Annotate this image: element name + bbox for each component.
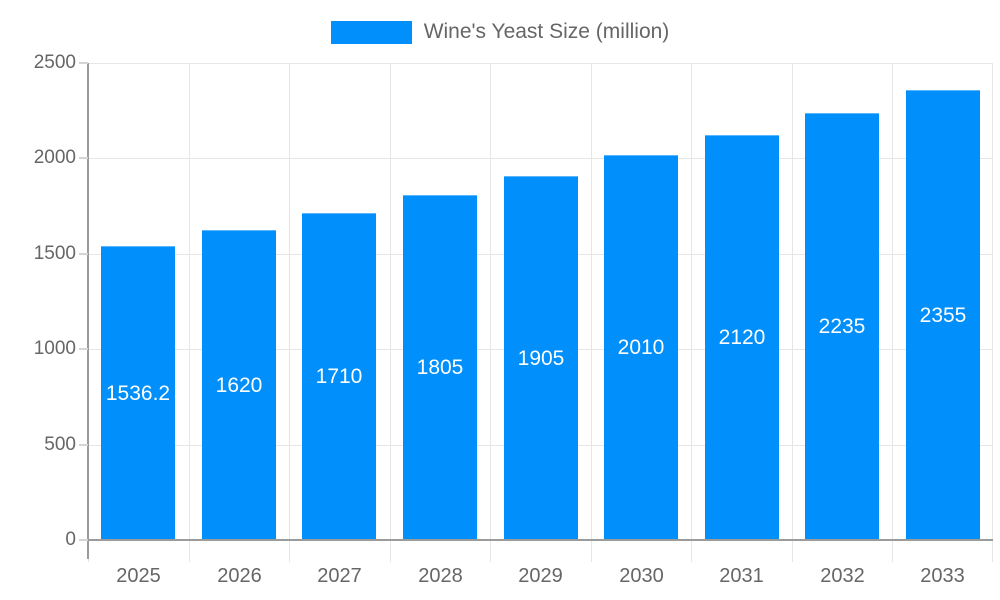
bar-value-label: 1905 xyxy=(517,347,565,370)
y-tick-mark xyxy=(79,62,88,64)
v-gridline xyxy=(289,63,290,562)
bar-2033: 2355 xyxy=(906,90,980,540)
v-gridline xyxy=(189,63,190,562)
v-gridline xyxy=(691,63,692,562)
y-tick-label: 2000 xyxy=(33,147,76,168)
bar-value-label: 1710 xyxy=(315,365,363,388)
bar-2027: 1710 xyxy=(302,213,376,540)
bar-value-label: 2010 xyxy=(617,336,665,359)
bar-value-label: 1620 xyxy=(215,374,263,397)
bar-value-label: 2235 xyxy=(818,315,866,338)
bar-2028: 1805 xyxy=(403,195,477,540)
y-tick-mark xyxy=(79,253,88,255)
y-tick-label: 500 xyxy=(44,434,76,455)
x-tick-label: 2030 xyxy=(619,565,664,587)
plot-area: 1536.2 1620 1710 1805 1905 2010 2120 2235 2355 xyxy=(88,63,993,562)
bar-2032: 2235 xyxy=(805,113,879,540)
legend[interactable]: Wine's Yeast Size (million) xyxy=(0,18,1000,46)
y-axis-line xyxy=(87,63,89,559)
v-gridline xyxy=(792,63,793,562)
y-tick-label: 1000 xyxy=(33,338,76,359)
v-gridline xyxy=(892,63,893,562)
bar-2025: 1536.2 xyxy=(101,246,175,540)
x-tick-label: 2029 xyxy=(518,565,563,587)
h-gridline xyxy=(88,158,993,159)
h-gridline xyxy=(88,63,993,64)
bar-value-label: 1805 xyxy=(416,356,464,379)
v-gridline xyxy=(490,63,491,562)
x-tick-label: 2027 xyxy=(317,565,362,587)
y-tick-mark xyxy=(79,539,88,541)
x-axis-line xyxy=(79,539,993,541)
y-tick-mark xyxy=(79,348,88,350)
x-tick-label: 2025 xyxy=(116,565,161,587)
bar-value-label: 1536.2 xyxy=(105,382,171,405)
y-tick-label: 0 xyxy=(65,529,76,550)
x-tick-label: 2028 xyxy=(418,565,463,587)
y-tick-mark xyxy=(79,444,88,446)
x-tick-label: 2031 xyxy=(719,565,764,587)
bar-2031: 2120 xyxy=(705,135,779,540)
bar-value-label: 2120 xyxy=(718,326,766,349)
v-gridline xyxy=(591,63,592,562)
bar-2030: 2010 xyxy=(604,155,678,540)
x-tick-label: 2026 xyxy=(217,565,262,587)
bar-value-label: 2355 xyxy=(919,304,967,327)
legend-swatch xyxy=(330,20,412,44)
bar-2026: 1620 xyxy=(202,230,276,540)
bar-2029: 1905 xyxy=(504,176,578,540)
v-gridline xyxy=(992,63,993,562)
y-tick-mark xyxy=(79,157,88,159)
x-tick-label: 2033 xyxy=(920,565,965,587)
legend-label: Wine's Yeast Size (million) xyxy=(423,20,670,43)
y-tick-label: 2500 xyxy=(33,52,76,73)
v-gridline xyxy=(390,63,391,562)
y-tick-label: 1500 xyxy=(33,243,76,264)
x-tick-label: 2032 xyxy=(820,565,865,587)
